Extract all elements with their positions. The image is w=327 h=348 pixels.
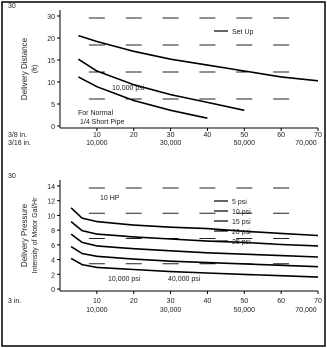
x-tick-label: 20 bbox=[130, 298, 138, 305]
x-tick-label-secondary: 70,000 bbox=[295, 307, 317, 314]
x-tick-label: 60 bbox=[277, 298, 285, 305]
annotation-label: 10 HP bbox=[100, 195, 120, 202]
x-tick-label-secondary: 10,000 bbox=[86, 140, 108, 147]
series-line-2 bbox=[77, 58, 245, 112]
y-tick-label: 2 bbox=[51, 272, 55, 279]
y-axis-label-2: Intensity of Motor Gal/Hr bbox=[32, 197, 39, 274]
legend-entry: 15 psi bbox=[232, 219, 251, 226]
annotation-label: For Normal bbox=[78, 110, 113, 117]
x-tick-label-secondary: 70,000 bbox=[295, 140, 317, 147]
y-tick-label: 12 bbox=[47, 199, 55, 206]
legend-entry: 10 psi bbox=[232, 209, 251, 216]
annotation-label: 10,000 psi bbox=[108, 276, 141, 283]
x-tick-label-secondary: 50,000 bbox=[234, 307, 256, 314]
x-tick-label: 10 bbox=[93, 298, 101, 305]
x-tick-label: 70 bbox=[314, 132, 322, 139]
y-axis-label: Delivery Pressure bbox=[20, 203, 29, 267]
x-axis-label-bottom: 3/16 in. bbox=[8, 140, 31, 147]
x-tick-label: 70 bbox=[314, 298, 322, 305]
x-axis-label-top: 3/8 in. bbox=[8, 132, 27, 139]
section-label: 30 bbox=[8, 173, 16, 180]
y-tick-label: 20 bbox=[47, 36, 55, 43]
series-line-1 bbox=[78, 34, 319, 82]
y-tick-label: 0 bbox=[51, 287, 55, 294]
y-tick-label: 30 bbox=[47, 14, 55, 21]
y-tick-label: 10 bbox=[47, 213, 55, 220]
series-line-3 bbox=[70, 233, 319, 258]
x-tick-label-secondary: 30,000 bbox=[160, 140, 182, 147]
annotation-label: 1/4 Short Pipe bbox=[80, 119, 124, 126]
x-tick-label-secondary: 30,000 bbox=[160, 307, 182, 314]
legend-entry: 5 psi bbox=[232, 199, 247, 206]
y-axis-unit: (ft) bbox=[32, 65, 39, 74]
series-line-5 bbox=[70, 257, 319, 278]
x-tick-label: 40 bbox=[204, 132, 212, 139]
y-tick-label: 5 bbox=[51, 102, 55, 109]
y-tick-label: 14 bbox=[47, 184, 55, 191]
x-tick-label: 50 bbox=[240, 132, 248, 139]
legend-entry: Set Up bbox=[232, 29, 254, 36]
y-tick-label: 8 bbox=[51, 228, 55, 235]
y-tick-label: 15 bbox=[47, 58, 55, 65]
series-line-3 bbox=[78, 76, 208, 119]
x-tick-label: 30 bbox=[167, 298, 175, 305]
y-tick-label: 4 bbox=[51, 258, 55, 265]
section-label: 30 bbox=[8, 3, 16, 10]
legend-entry: 20 psi bbox=[232, 229, 251, 236]
x-tick-label-secondary: 50,000 bbox=[234, 140, 256, 147]
annotation-label: 10,000 psi bbox=[112, 85, 145, 92]
x-axis-label-top: 3 in. bbox=[8, 298, 21, 305]
series-line-2 bbox=[70, 220, 319, 247]
x-tick-label: 20 bbox=[130, 132, 138, 139]
x-tick-label: 30 bbox=[167, 132, 175, 139]
annotation-label: 40,000 psi bbox=[168, 276, 201, 283]
series-line-4 bbox=[70, 245, 319, 268]
y-tick-label: 6 bbox=[51, 243, 55, 250]
legend-entry: 25 psi bbox=[232, 239, 251, 246]
y-axis-label: Delivery Distance bbox=[20, 37, 29, 100]
series-line-1 bbox=[70, 207, 319, 237]
x-tick-label: 50 bbox=[240, 298, 248, 305]
x-tick-label-secondary: 10,000 bbox=[86, 307, 108, 314]
x-tick-label: 60 bbox=[277, 132, 285, 139]
y-tick-label: 10 bbox=[47, 80, 55, 87]
x-tick-label: 10 bbox=[93, 132, 101, 139]
x-tick-label: 40 bbox=[204, 298, 212, 305]
y-tick-label: 0 bbox=[51, 124, 55, 131]
